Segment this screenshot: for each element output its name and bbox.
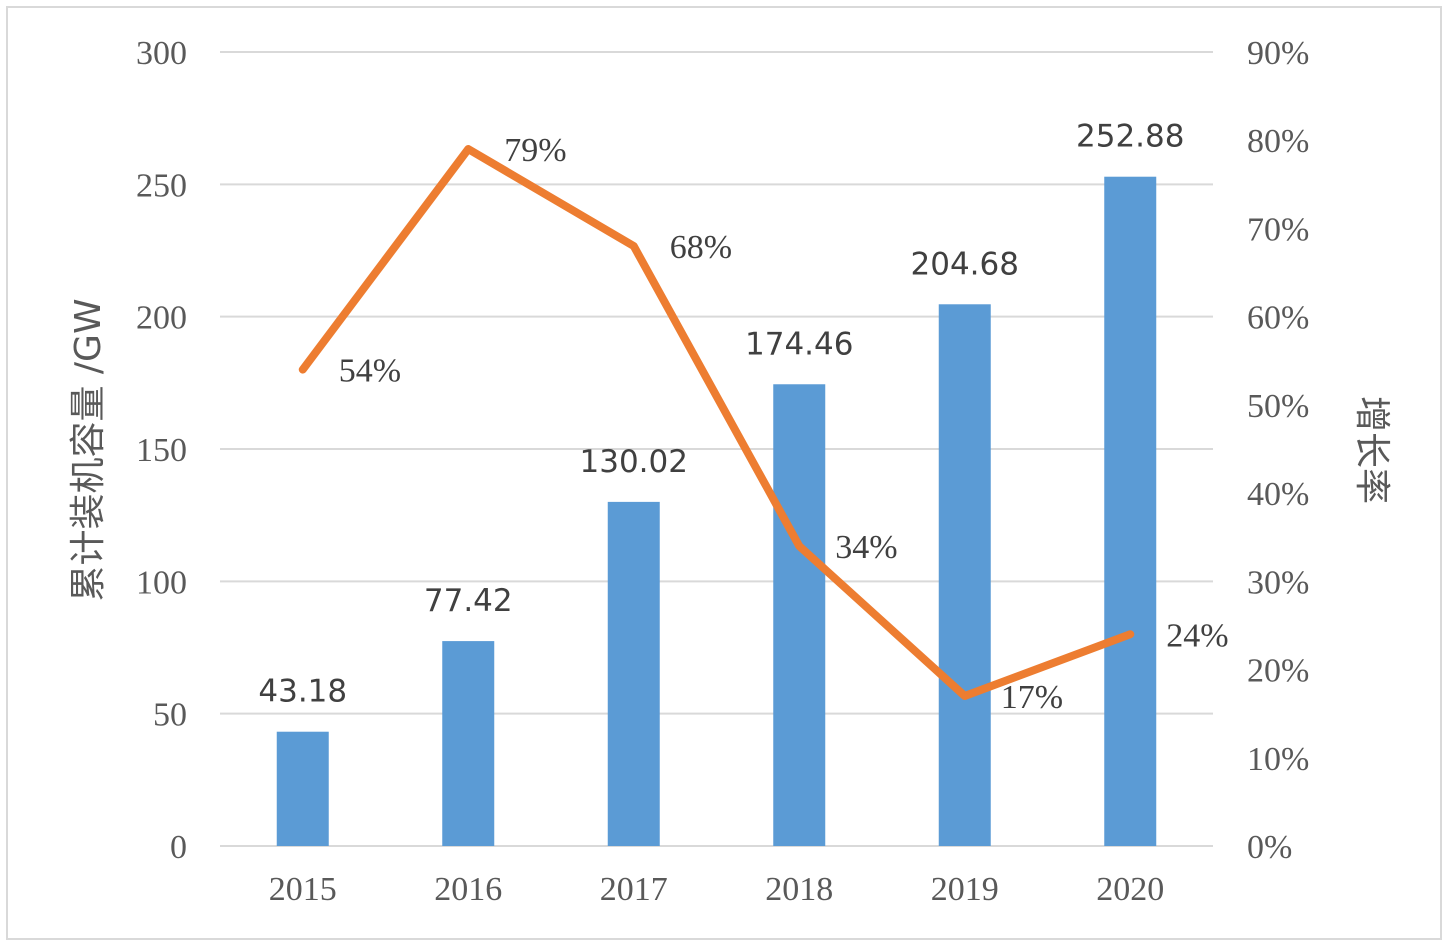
- line-data-label: 24%: [1166, 617, 1228, 654]
- bar-series: [276, 176, 1157, 846]
- y-tick-label: 0: [170, 829, 187, 866]
- line-data-label: 68%: [670, 229, 732, 266]
- bar-data-label: 130.02: [580, 444, 688, 480]
- x-tick-label: 2020: [1096, 871, 1164, 908]
- bar: [938, 304, 991, 846]
- bar: [276, 731, 329, 846]
- y2-tick-label: 90%: [1247, 35, 1309, 72]
- line-point: [465, 146, 472, 153]
- line-point: [630, 243, 637, 250]
- line-point: [961, 693, 968, 700]
- x-tick-label: 2016: [434, 871, 502, 908]
- line-data-label: 34%: [835, 529, 897, 566]
- line-point: [796, 543, 803, 550]
- y-tick-label: 200: [136, 300, 187, 337]
- bar: [1104, 176, 1157, 846]
- y2-tick-label: 10%: [1247, 741, 1309, 778]
- bar: [442, 641, 495, 846]
- y-tick-label: 300: [136, 35, 187, 72]
- x-tick-label: 2019: [931, 871, 999, 908]
- line-data-label: 54%: [339, 353, 401, 390]
- bar-data-label: 77.42: [424, 583, 513, 619]
- bar-data-label: 43.18: [258, 674, 347, 710]
- x-tick-label: 2018: [765, 871, 833, 908]
- data-labels: 43.18 77.42 130.02 174.46 204.68 252.88 54% 79%…: [258, 119, 1228, 716]
- line-data-label: 17%: [1001, 679, 1063, 716]
- line-data-label: 79%: [504, 132, 566, 169]
- y2-axis-title: 增长率: [1351, 396, 1392, 504]
- y2-tick-label: 50%: [1247, 388, 1309, 425]
- y2-tick-label: 60%: [1247, 300, 1309, 337]
- y-tick-label: 50: [153, 697, 187, 734]
- y-tick-label: 150: [136, 432, 187, 469]
- y-tick-label: 100: [136, 564, 187, 601]
- y2-tick-label: 80%: [1247, 123, 1309, 160]
- axis-ticks: 0 50 100 150 200 250 300 0% 10% 20% 30% 40% 50% 60% 70…: [136, 35, 1309, 908]
- y2-tick-label: 70%: [1247, 211, 1309, 248]
- y-axis-title: 累计装机容量 /GW: [68, 298, 109, 601]
- x-tick-label: 2017: [600, 871, 668, 908]
- y2-tick-label: 0%: [1247, 829, 1292, 866]
- y2-tick-label: 40%: [1247, 476, 1309, 513]
- bar-data-label: 204.68: [911, 246, 1019, 282]
- y2-tick-label: 30%: [1247, 564, 1309, 601]
- bar: [607, 501, 660, 846]
- bar-data-label: 252.88: [1076, 119, 1184, 155]
- line-point: [1127, 631, 1134, 638]
- chart-frame: [6, 6, 1442, 940]
- y2-tick-label: 20%: [1247, 653, 1309, 690]
- x-tick-label: 2015: [269, 871, 337, 908]
- bar: [773, 384, 826, 846]
- line-series: [298, 145, 1135, 701]
- y-tick-label: 250: [136, 167, 187, 204]
- gridlines: [220, 51, 1213, 847]
- growth-line: [298, 145, 1135, 701]
- bar-data-label: 174.46: [745, 326, 853, 362]
- line-point: [299, 366, 306, 373]
